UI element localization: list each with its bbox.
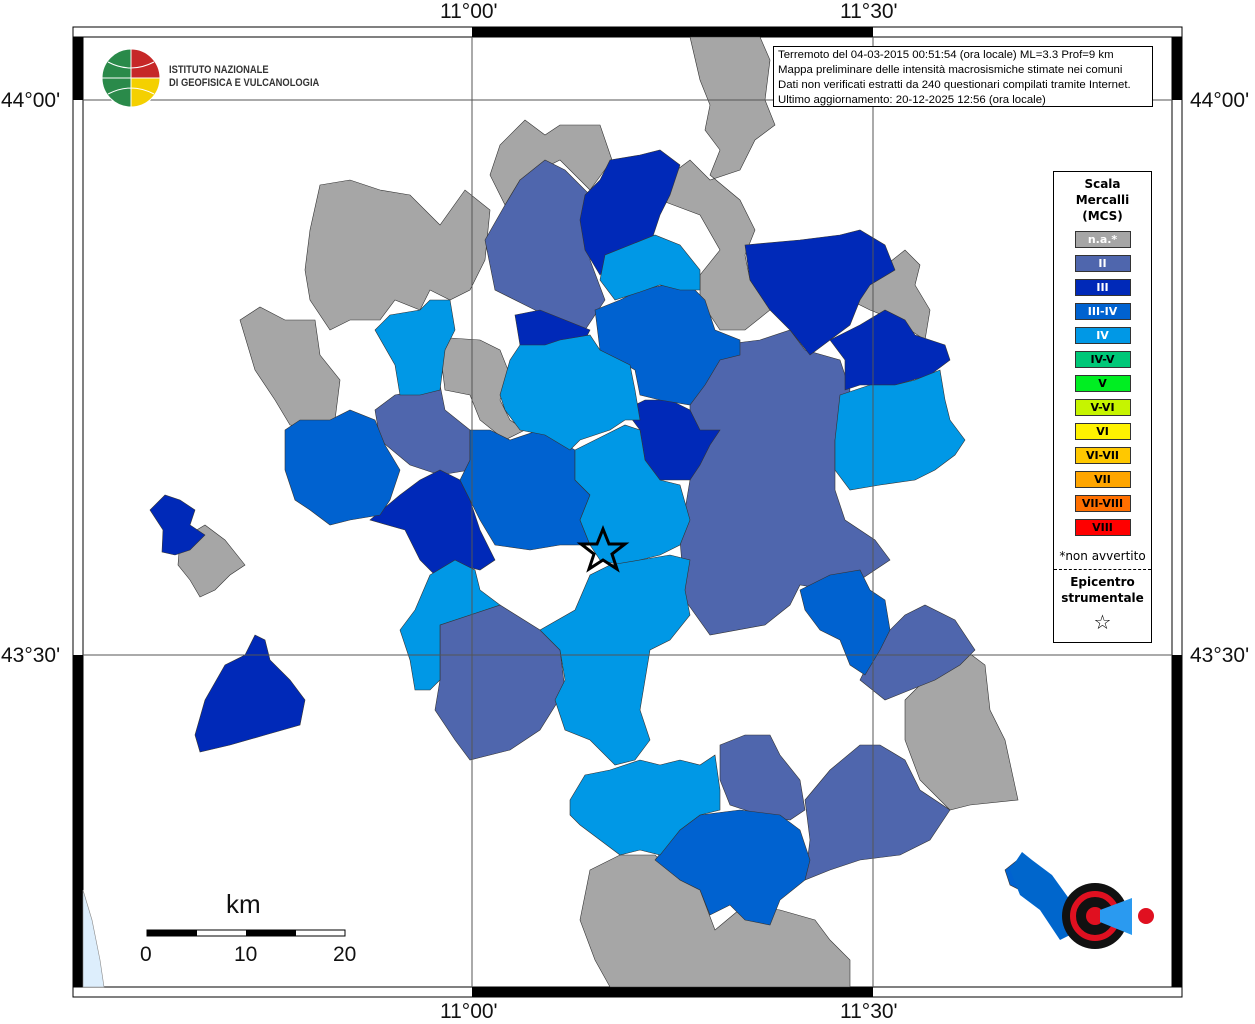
scale-tick-10: 10: [234, 943, 258, 966]
lon-label-top-right: 11°30': [840, 0, 898, 23]
haisentito-logo-icon: [1010, 852, 1154, 949]
legend-epicenter1: Epicentro: [1070, 575, 1135, 589]
institute-name: ISTITUTO NAZIONALE DI GEOFISICA E VULCAN…: [169, 64, 319, 90]
legend-title2: Mercalli: [1075, 193, 1130, 207]
earthquake-info-box: Terremoto del 04-03-2015 00:51:54 (ora l…: [773, 46, 1153, 107]
lat-label-right-bottom: 43°30': [1190, 644, 1250, 667]
legend-item-5: IV-V: [1074, 351, 1131, 368]
lon-label-bottom-left: 11°00': [440, 1000, 498, 1023]
legend-title1: Scala: [1084, 177, 1121, 191]
map-frame: [72, 26, 1183, 998]
legend-item-9: VI-VII: [1074, 447, 1131, 464]
legend-title3: (MCS): [1082, 209, 1123, 223]
scale-tick-0: 0: [140, 943, 152, 966]
info-line4: Ultimo aggiornamento: 20-12-2025 12:56 (…: [778, 94, 1046, 106]
institute-line2: DI GEOFISICA E VULCANOLOGIA: [169, 77, 320, 89]
legend-item-6: V: [1074, 375, 1131, 392]
institute-line1: ISTITUTO NAZIONALE: [169, 64, 269, 76]
legend-item-0: n.a.*: [1074, 231, 1131, 248]
legend-star-icon: ☆: [1093, 610, 1112, 634]
legend-note: *non avvertito: [1059, 549, 1146, 563]
lon-label-bottom-right: 11°30': [840, 1000, 898, 1023]
municipalities: [149, 36, 1041, 988]
ingv-logo-icon: [101, 48, 161, 108]
epicenter-star-icon: [576, 524, 630, 573]
legend-item-4: IV: [1074, 327, 1131, 344]
legend-item-2: III: [1074, 279, 1131, 296]
scale-unit: km: [226, 889, 261, 919]
info-line3: Dati non verificati estratti da 240 ques…: [778, 79, 1131, 91]
legend-item-1: II: [1074, 255, 1131, 272]
info-line2: Mappa preliminare delle intensità macros…: [778, 64, 1123, 76]
scale-tick-20: 20: [333, 943, 357, 966]
lat-label-left-top: 44°00': [1, 89, 61, 112]
scale-bar: [146, 929, 346, 937]
sea: [82, 889, 105, 988]
lat-label-left-bottom: 43°30': [1, 644, 61, 667]
lat-label-right-top: 44°00': [1190, 89, 1250, 112]
info-line1: Terremoto del 04-03-2015 00:51:54 (ora l…: [778, 49, 1114, 61]
legend-item-11: VII-VIII: [1074, 495, 1131, 512]
legend-item-8: VI: [1074, 423, 1131, 440]
legend-item-10: VII: [1074, 471, 1131, 488]
legend-divider: [1054, 569, 1151, 570]
lon-label-top-left: 11°00': [440, 0, 498, 23]
mcs-legend: Scala Mercalli (MCS) n.a.* II III III-IV IV I…: [1053, 171, 1152, 643]
legend-item-12: VIII: [1074, 519, 1131, 536]
legend-item-7: V-VI: [1074, 399, 1131, 416]
legend-epicenter2: strumentale: [1061, 591, 1144, 605]
legend-item-3: III-IV: [1074, 303, 1131, 320]
